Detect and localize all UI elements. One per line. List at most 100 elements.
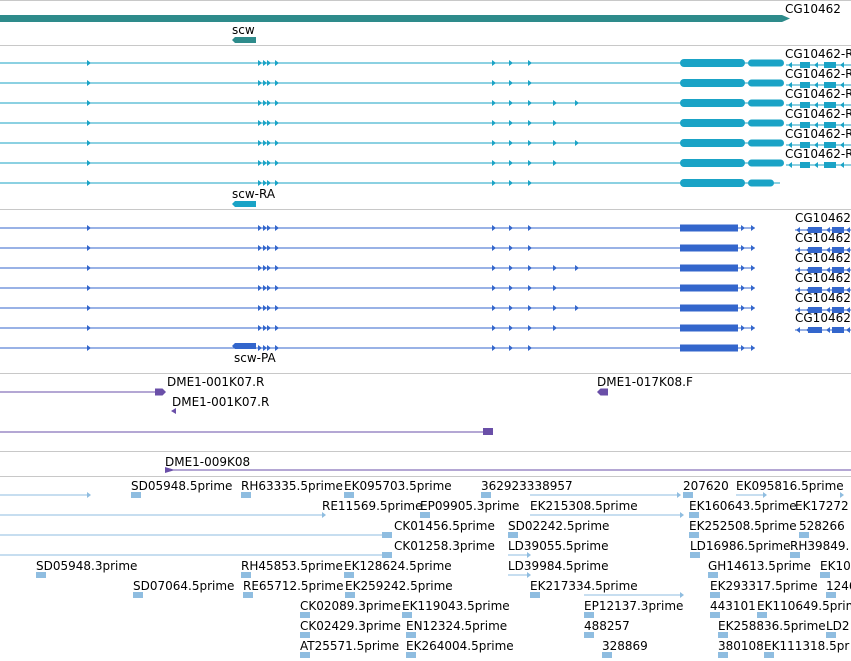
clone-label[interactable]: DME1-009K08 [165, 455, 251, 469]
est-label[interactable]: SD07064.5prime [133, 579, 235, 593]
est-label[interactable]: SD02242.5prime [508, 519, 610, 533]
est-label[interactable]: EK095816.5prime [736, 479, 844, 493]
clone-label[interactable]: DME1-001K07.R [167, 375, 265, 389]
est-label[interactable]: EK160643.5prime [689, 499, 797, 513]
est-label[interactable]: RH39849. [790, 539, 850, 553]
protein-label[interactable]: CG10462 [795, 231, 851, 245]
protein-label[interactable]: CG10462 [795, 271, 851, 285]
est-label[interactable]: LD39055.5prime [508, 539, 609, 553]
est-label[interactable]: EK217334.5prime [530, 579, 638, 593]
est-label[interactable]: 528266 [799, 519, 845, 533]
est-label[interactable]: EK293317.5prime [710, 579, 818, 593]
est-label[interactable]: 443101 [710, 599, 756, 613]
est-label[interactable]: RE65712.5prime [243, 579, 344, 593]
strand-arrow [575, 305, 579, 311]
transcript-label[interactable]: CG10462-R [785, 87, 851, 101]
exon-block [680, 344, 738, 352]
est-label[interactable]: CK01456.5prime [394, 519, 495, 533]
exon-block [824, 122, 836, 128]
transcript-label-scw-ra[interactable]: scw-RA [232, 187, 276, 201]
est-label[interactable]: RE11569.5prime [322, 499, 423, 513]
est-label[interactable]: CK02429.3prime [300, 619, 401, 633]
gene-label-cg10462[interactable]: CG10462 [785, 2, 841, 16]
transcript-label[interactable]: CG10462-R [785, 127, 851, 141]
est-label[interactable]: CK01258.3prime [394, 539, 495, 553]
clone-end [171, 408, 176, 414]
est-label[interactable]: 1246 [826, 579, 851, 593]
clone-label[interactable]: DME1-017K08.F [597, 375, 693, 389]
est-label[interactable]: 207620 [683, 479, 729, 493]
exon-block [680, 99, 745, 107]
strand-arrow [263, 120, 267, 126]
strand-arrow [275, 120, 279, 126]
exon-block [232, 343, 256, 349]
est-label[interactable]: LD39984.5prime [508, 559, 609, 573]
strand-arrow [258, 160, 262, 166]
protein-label-scw-pa[interactable]: scw-PA [234, 351, 276, 365]
est-label[interactable]: 362923338957 [481, 479, 573, 493]
strand-arrow [87, 225, 91, 231]
strand-arrow [267, 100, 271, 106]
strand-arrow [267, 60, 271, 66]
est-label[interactable]: RH63335.5prime [241, 479, 343, 493]
exon-block [748, 59, 784, 67]
transcript-label[interactable]: CG10462-R [785, 67, 851, 81]
exon-block [508, 532, 518, 538]
strand-arrow [263, 245, 267, 251]
protein-label[interactable]: CG10462 [795, 291, 851, 305]
strand-arrow [258, 285, 262, 291]
strand-arrow [258, 180, 262, 186]
exon-block [133, 592, 143, 598]
est-label[interactable]: 488257 [584, 619, 630, 633]
est-label[interactable]: EN12324.5prime [406, 619, 508, 633]
protein-label[interactable]: CG10462 [795, 251, 851, 265]
exon-block [748, 119, 784, 127]
est-label[interactable]: CK02089.3prime [300, 599, 401, 613]
protein-label[interactable]: CG10462 [795, 311, 851, 325]
est-label[interactable]: EK095703.5prime [344, 479, 452, 493]
est-label[interactable]: EK119043.5prime [402, 599, 510, 613]
strand-arrow [846, 227, 850, 233]
exon-block [406, 632, 416, 638]
est-label[interactable]: 380108 [718, 639, 764, 653]
strand-arrow [275, 80, 279, 86]
est-label[interactable]: SD05948.5prime [131, 479, 233, 493]
est-label[interactable]: EK110649.5prime [757, 599, 851, 613]
est-label[interactable]: SD05948.3prime [36, 559, 138, 573]
strand-arrow [814, 62, 818, 68]
est-label[interactable]: EK10 [820, 559, 851, 573]
strand-arrow [788, 162, 792, 168]
est-label[interactable]: EK258836.5prime [718, 619, 826, 633]
est-label[interactable]: EK215308.5prime [530, 499, 638, 513]
est-label[interactable]: EK111318.5pr [764, 639, 850, 653]
strand-arrow [528, 305, 532, 311]
est-label[interactable]: RH45853.5prime [241, 559, 343, 573]
est-label[interactable]: EK252508.5prime [689, 519, 797, 533]
est-label[interactable]: 328869 [602, 639, 648, 653]
strand-arrow [846, 267, 850, 273]
strand-arrow [840, 492, 844, 498]
transcript-label[interactable]: CG10462-R [785, 147, 851, 161]
est-label[interactable]: LD16986.5prime [690, 539, 791, 553]
transcript-label[interactable]: CG10462-R [785, 107, 851, 121]
est-label[interactable]: EP09905.3prime [420, 499, 520, 513]
est-label[interactable]: EK264004.5prime [406, 639, 514, 653]
est-label[interactable]: AT25571.5prime [300, 639, 400, 653]
exon-block [824, 82, 836, 88]
gene-label-scw[interactable]: scw [232, 23, 255, 37]
est-label[interactable]: LD2 [826, 619, 850, 633]
strand-arrow [751, 325, 755, 331]
est-label[interactable]: EK128624.5prime [344, 559, 452, 573]
strand-arrow [263, 305, 267, 311]
transcript-label[interactable]: CG10462-R [785, 47, 851, 61]
protein-label[interactable]: CG10462 [795, 211, 851, 225]
est-label[interactable]: GH14613.5prime [708, 559, 811, 573]
est-label[interactable]: EK259242.5prime [345, 579, 453, 593]
est-label[interactable]: EK17272 [795, 499, 849, 513]
strand-arrow [87, 492, 91, 498]
est-label[interactable]: EP12137.3prime [584, 599, 684, 613]
strand-arrow [741, 345, 745, 351]
strand-arrow [509, 140, 513, 146]
strand-arrow [846, 287, 850, 293]
clone-label[interactable]: DME1-001K07.R [172, 395, 270, 409]
